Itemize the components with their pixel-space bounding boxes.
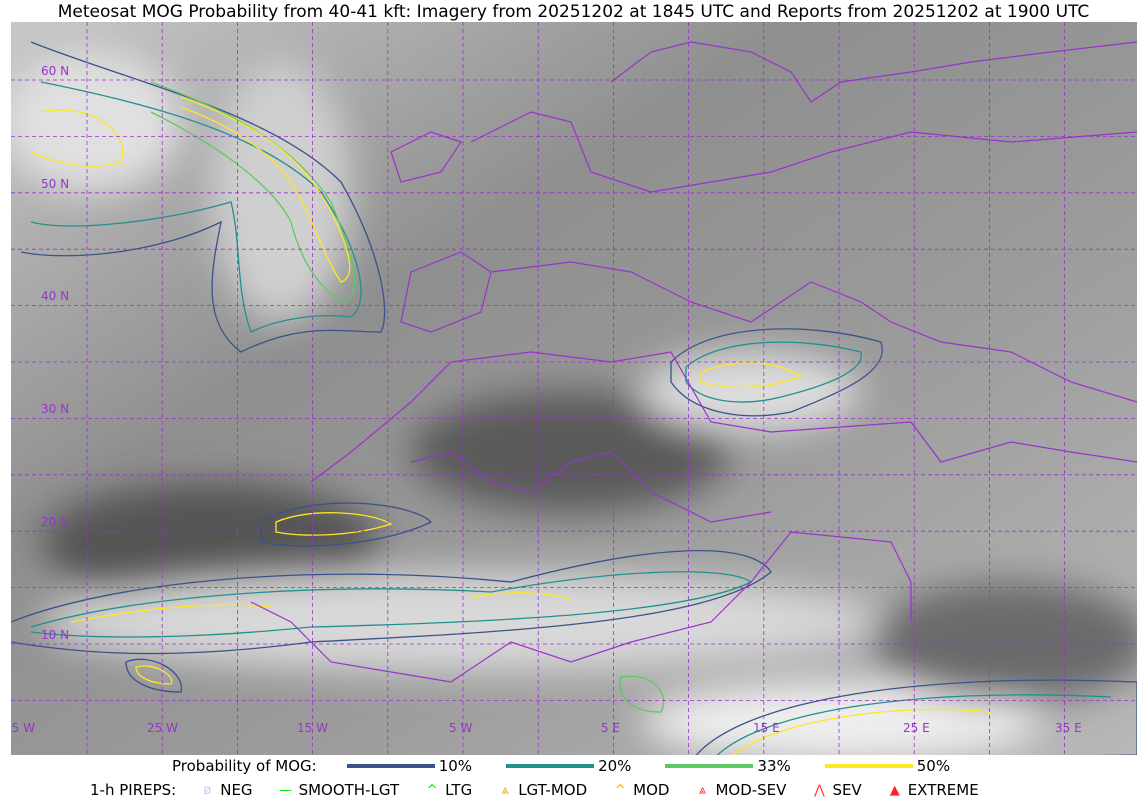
map-imagery	[11, 22, 1137, 755]
lon-label: 5 E	[601, 721, 621, 735]
lat-label: 10 N	[41, 628, 70, 642]
legend-item: ^ LTG	[421, 781, 473, 799]
lat-label: 20 N	[41, 515, 70, 529]
legend-label: NEG	[220, 781, 253, 799]
legend-item: ▲ EXTREME	[884, 781, 979, 799]
pireps-legend: 1-h PIREPS: ø NEG — SMOOTH-LGT ^ LTG ⩓ LGT-MOD ^…	[90, 781, 1001, 799]
lat-lon-grid	[11, 22, 1137, 755]
legend-title: Probability of MOG:	[172, 757, 317, 775]
caret-icon: ^	[614, 782, 626, 798]
legend-item: ⩓ LGT-MOD	[494, 781, 588, 799]
legend-label: 50%	[916, 757, 951, 775]
legend-label: 20%	[598, 757, 632, 775]
lon-label: 35 E	[1055, 721, 1082, 735]
legend-item: 20%	[506, 757, 631, 775]
lat-label: 30 N	[41, 402, 70, 416]
legend-label: EXTREME	[907, 781, 979, 799]
lon-label: 15 E	[753, 721, 780, 735]
legend-label: LTG	[445, 781, 473, 799]
lon-label: 25 E	[903, 721, 930, 735]
legend-label: LGT-MOD	[518, 781, 588, 799]
legend-label: 33%	[757, 757, 791, 775]
lon-label: 5 W	[449, 721, 473, 735]
coastlines-borders	[250, 41, 1137, 683]
filled-triangle-icon: ▲	[889, 782, 900, 798]
legend-item: ^ MOD	[609, 781, 670, 799]
legend-label: SMOOTH-LGT	[298, 781, 400, 799]
line-swatch	[506, 764, 595, 768]
legend-item: 33%	[665, 757, 791, 775]
caret-icon: ^	[426, 782, 438, 798]
legend-item: ⋀ SEV	[808, 781, 862, 799]
legend-label: SEV	[832, 781, 862, 799]
satellite-map: 60 N 50 N 40 N 30 N 20 N 10 N 35 W 25 W …	[11, 22, 1137, 755]
line-swatch	[665, 764, 754, 768]
legend-label: 10%	[438, 757, 473, 775]
map-title: Meteosat MOG Probability from 40-41 kft:…	[57, 2, 1090, 22]
lon-label: 35 W	[11, 721, 35, 735]
double-caret-underline-icon: ⩓	[698, 782, 707, 798]
double-caret-icon: ⋀	[814, 782, 825, 798]
legend-item: — SMOOTH-LGT	[275, 781, 400, 799]
lon-label: 15 W	[297, 721, 328, 735]
lat-label: 40 N	[41, 289, 70, 303]
legend-item: ⩓ MOD-SEV	[691, 781, 787, 799]
legend-item: 50%	[824, 757, 951, 775]
mog-contours	[11, 41, 1137, 755]
null-circle-icon: ø	[203, 782, 212, 798]
legend-title: 1-h PIREPS:	[90, 781, 177, 799]
dash-icon: —	[279, 782, 293, 798]
legend-item: ø NEG	[196, 781, 252, 799]
lat-label: 50 N	[41, 177, 70, 191]
legend-item: 10%	[346, 757, 473, 775]
caret-underline-icon: ⩓	[501, 782, 509, 798]
legend-label: MOD-SEV	[715, 781, 787, 799]
probability-legend: Probability of MOG: 10% 20% 33% 50%	[172, 757, 984, 775]
lat-label: 60 N	[41, 64, 70, 78]
lon-label: 25 W	[147, 721, 178, 735]
line-swatch	[824, 764, 913, 768]
legend-label: MOD	[633, 781, 670, 799]
line-swatch	[346, 764, 435, 768]
